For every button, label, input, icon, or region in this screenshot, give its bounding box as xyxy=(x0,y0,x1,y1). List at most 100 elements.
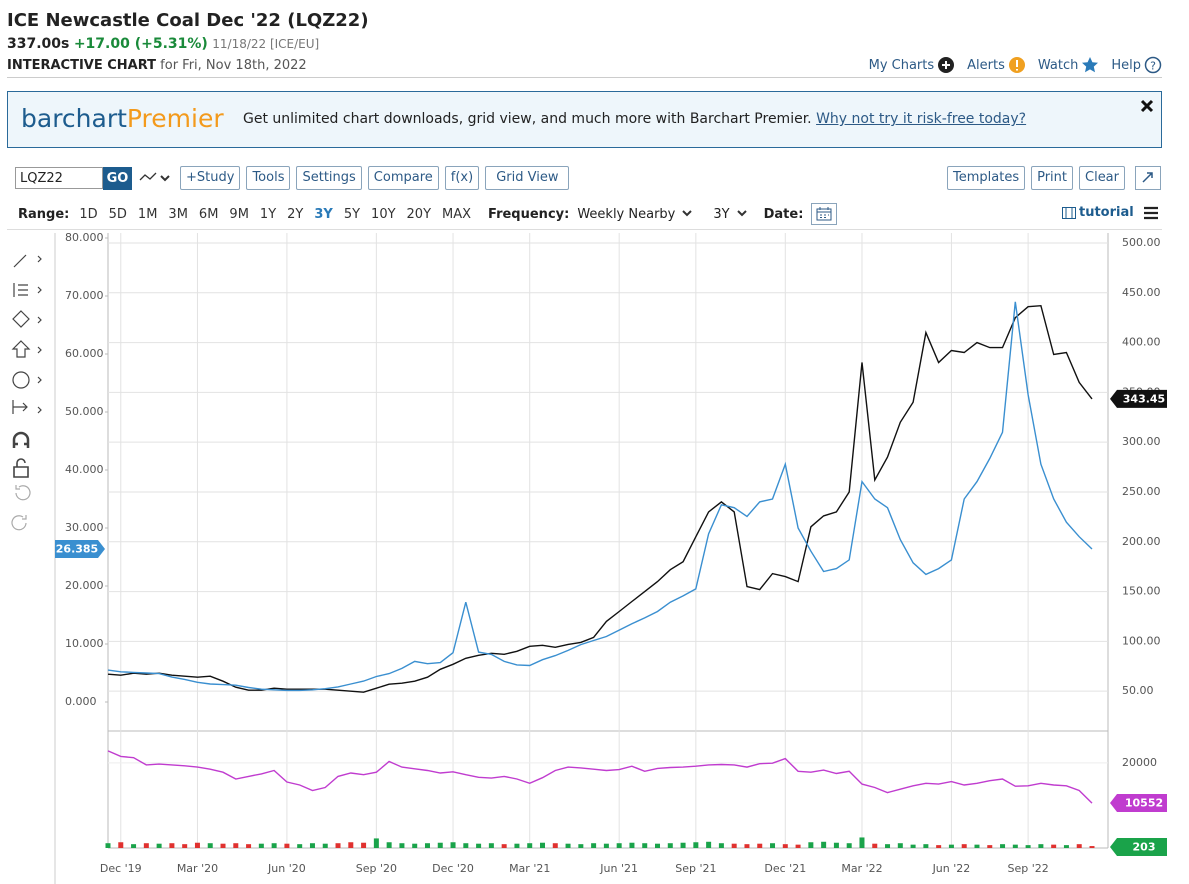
volume-bar xyxy=(757,843,763,848)
y-tick-label: 80.000 xyxy=(65,231,104,244)
x-tick-label: Jun '22 xyxy=(932,862,971,875)
range-option[interactable]: 1D xyxy=(79,206,98,222)
grid-view-button[interactable]: Grid View xyxy=(485,166,570,190)
y-tick-label: 50.000 xyxy=(65,405,104,418)
volume-bar xyxy=(424,843,430,848)
volume-bar xyxy=(1000,844,1006,848)
line-tool[interactable] xyxy=(13,254,27,268)
measure-tool[interactable] xyxy=(12,400,28,414)
last-value-box xyxy=(1110,389,1167,408)
range-option[interactable]: 10Y xyxy=(371,206,396,222)
volume-bar xyxy=(335,843,341,848)
tutorial-link[interactable]: tutorial xyxy=(1079,205,1134,220)
y2-tick-label: 150.00 xyxy=(1122,585,1161,598)
volume-bar xyxy=(194,842,200,848)
volume-bar xyxy=(910,844,916,848)
magnet-tool[interactable] xyxy=(12,431,30,448)
range-option[interactable]: 3M xyxy=(168,206,188,222)
volume-bar xyxy=(450,842,456,848)
tools-button[interactable]: Tools xyxy=(246,166,291,190)
range-option[interactable]: 6M xyxy=(198,206,219,222)
range-label: Range: xyxy=(18,206,70,222)
y-tick-label: 40.000 xyxy=(65,463,104,476)
compare-button[interactable]: Compare xyxy=(367,166,439,190)
lock-tool[interactable] xyxy=(13,458,29,478)
study-button[interactable]: +Study xyxy=(180,166,241,190)
menu-button[interactable] xyxy=(1142,206,1162,220)
volume-bar xyxy=(412,843,418,848)
volume-bar xyxy=(361,842,367,848)
plus-icon xyxy=(938,57,955,73)
my-charts-link[interactable]: My Charts xyxy=(868,57,935,73)
print-button[interactable]: Print xyxy=(1031,166,1073,190)
range-option[interactable]: 5Y xyxy=(343,206,361,222)
volume-bar xyxy=(1063,845,1069,848)
x-tick-label: Sep '20 xyxy=(356,862,397,875)
separator xyxy=(7,77,1162,78)
volume-bar xyxy=(1051,844,1057,848)
undo-button[interactable] xyxy=(15,485,31,501)
x-tick-label: Sep '21 xyxy=(675,862,716,875)
volume-bar xyxy=(118,842,124,848)
range-option[interactable]: 20Y xyxy=(406,206,432,222)
shape-tool[interactable] xyxy=(12,310,30,328)
close-button[interactable] xyxy=(1139,98,1155,114)
redo-button[interactable] xyxy=(11,515,27,531)
period-caret xyxy=(736,210,747,217)
volume-bar xyxy=(885,844,891,848)
alert-icon xyxy=(1008,57,1025,73)
range-option[interactable]: 3Y xyxy=(314,206,333,222)
clear-button[interactable]: Clear xyxy=(1079,166,1125,190)
volume-bar xyxy=(348,842,354,848)
banner-link[interactable]: Why not try it risk-free today? xyxy=(816,111,1027,127)
range-option[interactable]: 9M xyxy=(229,206,249,222)
range-option[interactable]: 5D xyxy=(108,206,127,222)
volume-bar xyxy=(514,843,520,848)
alerts-link[interactable]: Alerts xyxy=(967,57,1005,73)
tutorial-icon xyxy=(1062,206,1076,219)
range-option[interactable]: 1Y xyxy=(259,206,277,222)
volume-bar xyxy=(463,843,469,848)
x-tick-label: Mar '20 xyxy=(177,862,218,875)
templates-button[interactable]: Templates xyxy=(947,166,1026,190)
settings-button[interactable]: Settings xyxy=(296,166,362,190)
frequency-select[interactable]: Weekly Nearby xyxy=(577,206,676,222)
chart-type-button[interactable] xyxy=(138,168,172,188)
watch-link[interactable]: Watch xyxy=(1037,57,1079,73)
arrow-tool[interactable] xyxy=(11,340,31,358)
fx-button[interactable]: f(x) xyxy=(444,166,480,190)
banner-text: Get unlimited chart downloads, grid view… xyxy=(243,111,812,127)
price: 337.00s xyxy=(7,36,70,52)
x-tick-label: Sep '22 xyxy=(1007,862,1048,875)
date-label: Date: xyxy=(763,206,804,222)
volume-bar xyxy=(386,842,392,848)
range-option[interactable]: MAX xyxy=(442,206,472,222)
volume-bar xyxy=(948,844,954,848)
help-link[interactable]: Help xyxy=(1111,57,1141,73)
range-option[interactable]: 1M xyxy=(137,206,158,222)
volume-bar xyxy=(105,843,111,848)
volume-bar xyxy=(987,845,993,848)
volume-bar xyxy=(923,844,929,848)
separator xyxy=(7,229,1162,230)
date-button[interactable] xyxy=(811,203,838,225)
volume-bar xyxy=(693,842,699,848)
text-tool[interactable] xyxy=(12,371,30,389)
volume-bar xyxy=(782,844,788,848)
volume-bar xyxy=(655,843,661,848)
y-tick-label: 60.000 xyxy=(65,347,104,360)
x-tick-label: Dec '21 xyxy=(764,862,806,875)
fib-tool[interactable] xyxy=(13,283,28,297)
volume-bar xyxy=(629,842,635,848)
expand-button[interactable] xyxy=(1135,166,1161,190)
symbol-input[interactable]: LQZ22 xyxy=(15,167,103,189)
volume-bar xyxy=(706,841,712,848)
y2-tick-label: 250.00 xyxy=(1122,485,1161,498)
period-select[interactable]: 3Y xyxy=(713,206,730,222)
go-button[interactable]: GO xyxy=(103,166,132,190)
last-value-label: 203 xyxy=(1133,841,1156,854)
range-option[interactable]: 2Y xyxy=(287,206,304,222)
volume-bar xyxy=(770,843,776,848)
volume-bar xyxy=(616,843,622,848)
